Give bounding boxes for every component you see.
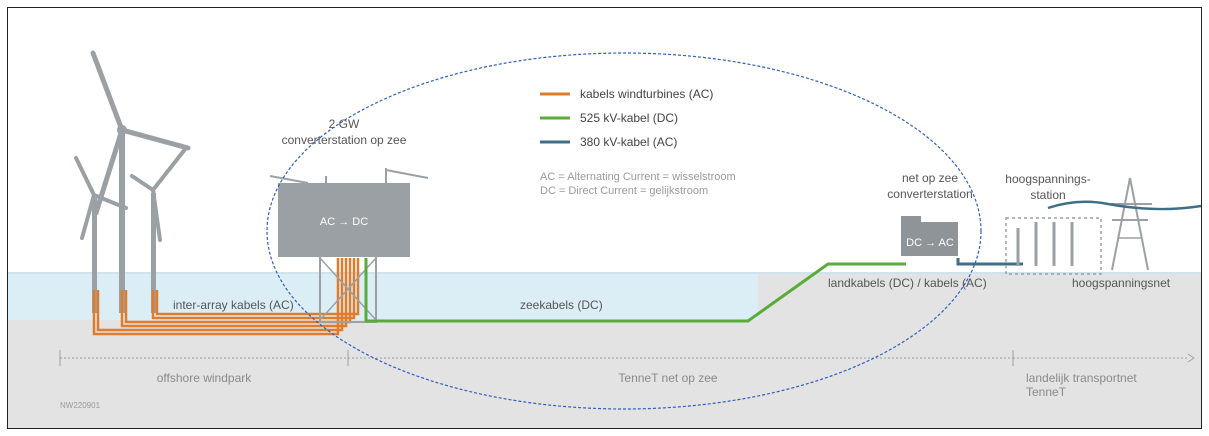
wind-turbine-icon bbox=[74, 156, 128, 313]
offshore-station-title: 2 GW bbox=[329, 117, 360, 131]
offshore-converter-label: AC → DC bbox=[320, 216, 368, 228]
hv-grid-line bbox=[1047, 200, 1201, 211]
legend-note-ac: AC = Alternating Current = wisselstroom bbox=[540, 171, 736, 183]
legend-item-dc: 525 kV-kabel (DC) bbox=[580, 111, 678, 125]
onshore-converter-label: DC → AC bbox=[906, 237, 954, 249]
inter-array-label: inter-array kabels (AC) bbox=[173, 298, 294, 312]
zone-national-label: landelijk transportnet bbox=[1026, 371, 1137, 385]
hv-station-subtitle: station bbox=[1030, 188, 1065, 202]
legend-note-dc: DC = Direct Current = gelijkstroom bbox=[540, 185, 708, 197]
offshore-station-subtitle: converterstation op zee bbox=[282, 133, 407, 147]
sea-band bbox=[8, 272, 758, 320]
zone-offshore-label: offshore windpark bbox=[157, 371, 253, 385]
inter-array-cables bbox=[92, 258, 360, 336]
ac-land-cable bbox=[956, 258, 1023, 266]
wind-turbine-icon bbox=[90, 50, 191, 313]
zone-national-sublabel: TenneT bbox=[1026, 385, 1067, 399]
onshore-converter-station: DC → AC net op zee converterstation bbox=[887, 171, 973, 256]
grid-label: hoogspanningsnet bbox=[1072, 276, 1171, 290]
sea-surface-line bbox=[8, 272, 1201, 274]
grid-connection-diagram: AC → DC 2 GW converterstation op zee DC … bbox=[8, 8, 1201, 428]
wind-turbines bbox=[74, 50, 191, 313]
offshore-converter-station: AC → DC 2 GW converterstation op zee bbox=[269, 117, 429, 323]
onshore-station-subtitle: converterstation bbox=[887, 187, 972, 201]
offshore-converter-box bbox=[278, 183, 410, 257]
zone-tennet-sea-label: TenneT net op zee bbox=[618, 371, 718, 385]
diagram-code: NW220901 bbox=[60, 401, 101, 410]
land-cable-label: landkabels (DC) / kabels (AC) bbox=[828, 276, 987, 290]
legend-item-ac-turbine: kabels windturbines (AC) bbox=[580, 87, 713, 101]
wind-turbine-icon bbox=[130, 146, 188, 313]
dc-sea-cable bbox=[364, 258, 906, 323]
coast-slope bbox=[758, 272, 1201, 320]
sea-cable-label: zeekabels (DC) bbox=[520, 298, 603, 312]
diagram-frame: AC → DC 2 GW converterstation op zee DC … bbox=[7, 7, 1202, 429]
zone-dividers bbox=[59, 350, 1195, 366]
hv-station-title: hoogspannings- bbox=[1005, 172, 1090, 186]
onshore-station-title: net op zee bbox=[902, 171, 958, 185]
legend: kabels windturbines (AC) 525 kV-kabel (D… bbox=[540, 87, 736, 197]
highlight-ellipse bbox=[266, 52, 982, 410]
legend-item-ac-380: 380 kV-kabel (AC) bbox=[580, 135, 677, 149]
